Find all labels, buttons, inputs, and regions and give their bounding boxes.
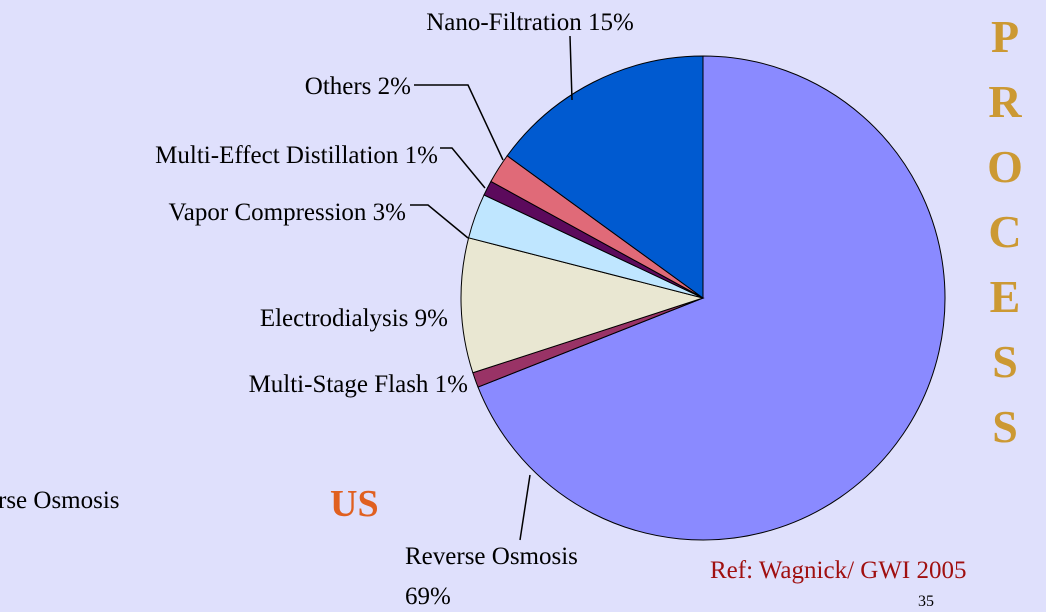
slice-label: Multi-Stage Flash 1% <box>249 371 468 398</box>
slice-label: Electrodialysis 9% <box>260 305 448 332</box>
category: Multi-Stage Flash <box>249 371 429 398</box>
category: Vapor Compression <box>169 199 367 226</box>
category: Others <box>305 73 372 100</box>
slice-label: Reverse Osmosis <box>405 543 578 570</box>
slices <box>460 55 946 541</box>
value-label: 3% <box>373 199 406 226</box>
category: Multi-Effect Distillation <box>155 142 399 169</box>
slice-label: Nano-Filtration 15% <box>426 9 634 36</box>
side-title: PROCESS <box>987 11 1023 452</box>
leader <box>569 35 573 101</box>
leader <box>440 147 486 189</box>
region: US <box>330 483 379 525</box>
pie-slice <box>506 55 704 299</box>
value-label: 15% <box>588 9 634 36</box>
value-label: 69% <box>405 583 451 610</box>
fragment: rse Osmosis <box>0 487 120 514</box>
value-label: 1% <box>405 142 438 169</box>
value-label: 1% <box>435 371 468 398</box>
category: Nano-Filtration <box>426 9 582 36</box>
slice-label: Others 2% <box>305 73 411 100</box>
page-number: 35 <box>918 593 934 610</box>
reference: Ref: Wagnick/ GWI 2005 <box>710 557 967 584</box>
value-label: 9% <box>415 305 448 332</box>
value-label: 2% <box>378 73 411 100</box>
leader <box>410 204 469 239</box>
pie-slice <box>477 55 946 541</box>
slice-label: Multi-Effect Distillation 1% <box>155 142 438 169</box>
category: Electrodialysis <box>260 305 409 332</box>
pie-slice <box>460 237 705 374</box>
leader <box>414 84 504 161</box>
slice-label: Vapor Compression 3% <box>169 199 406 226</box>
leader <box>519 474 531 541</box>
